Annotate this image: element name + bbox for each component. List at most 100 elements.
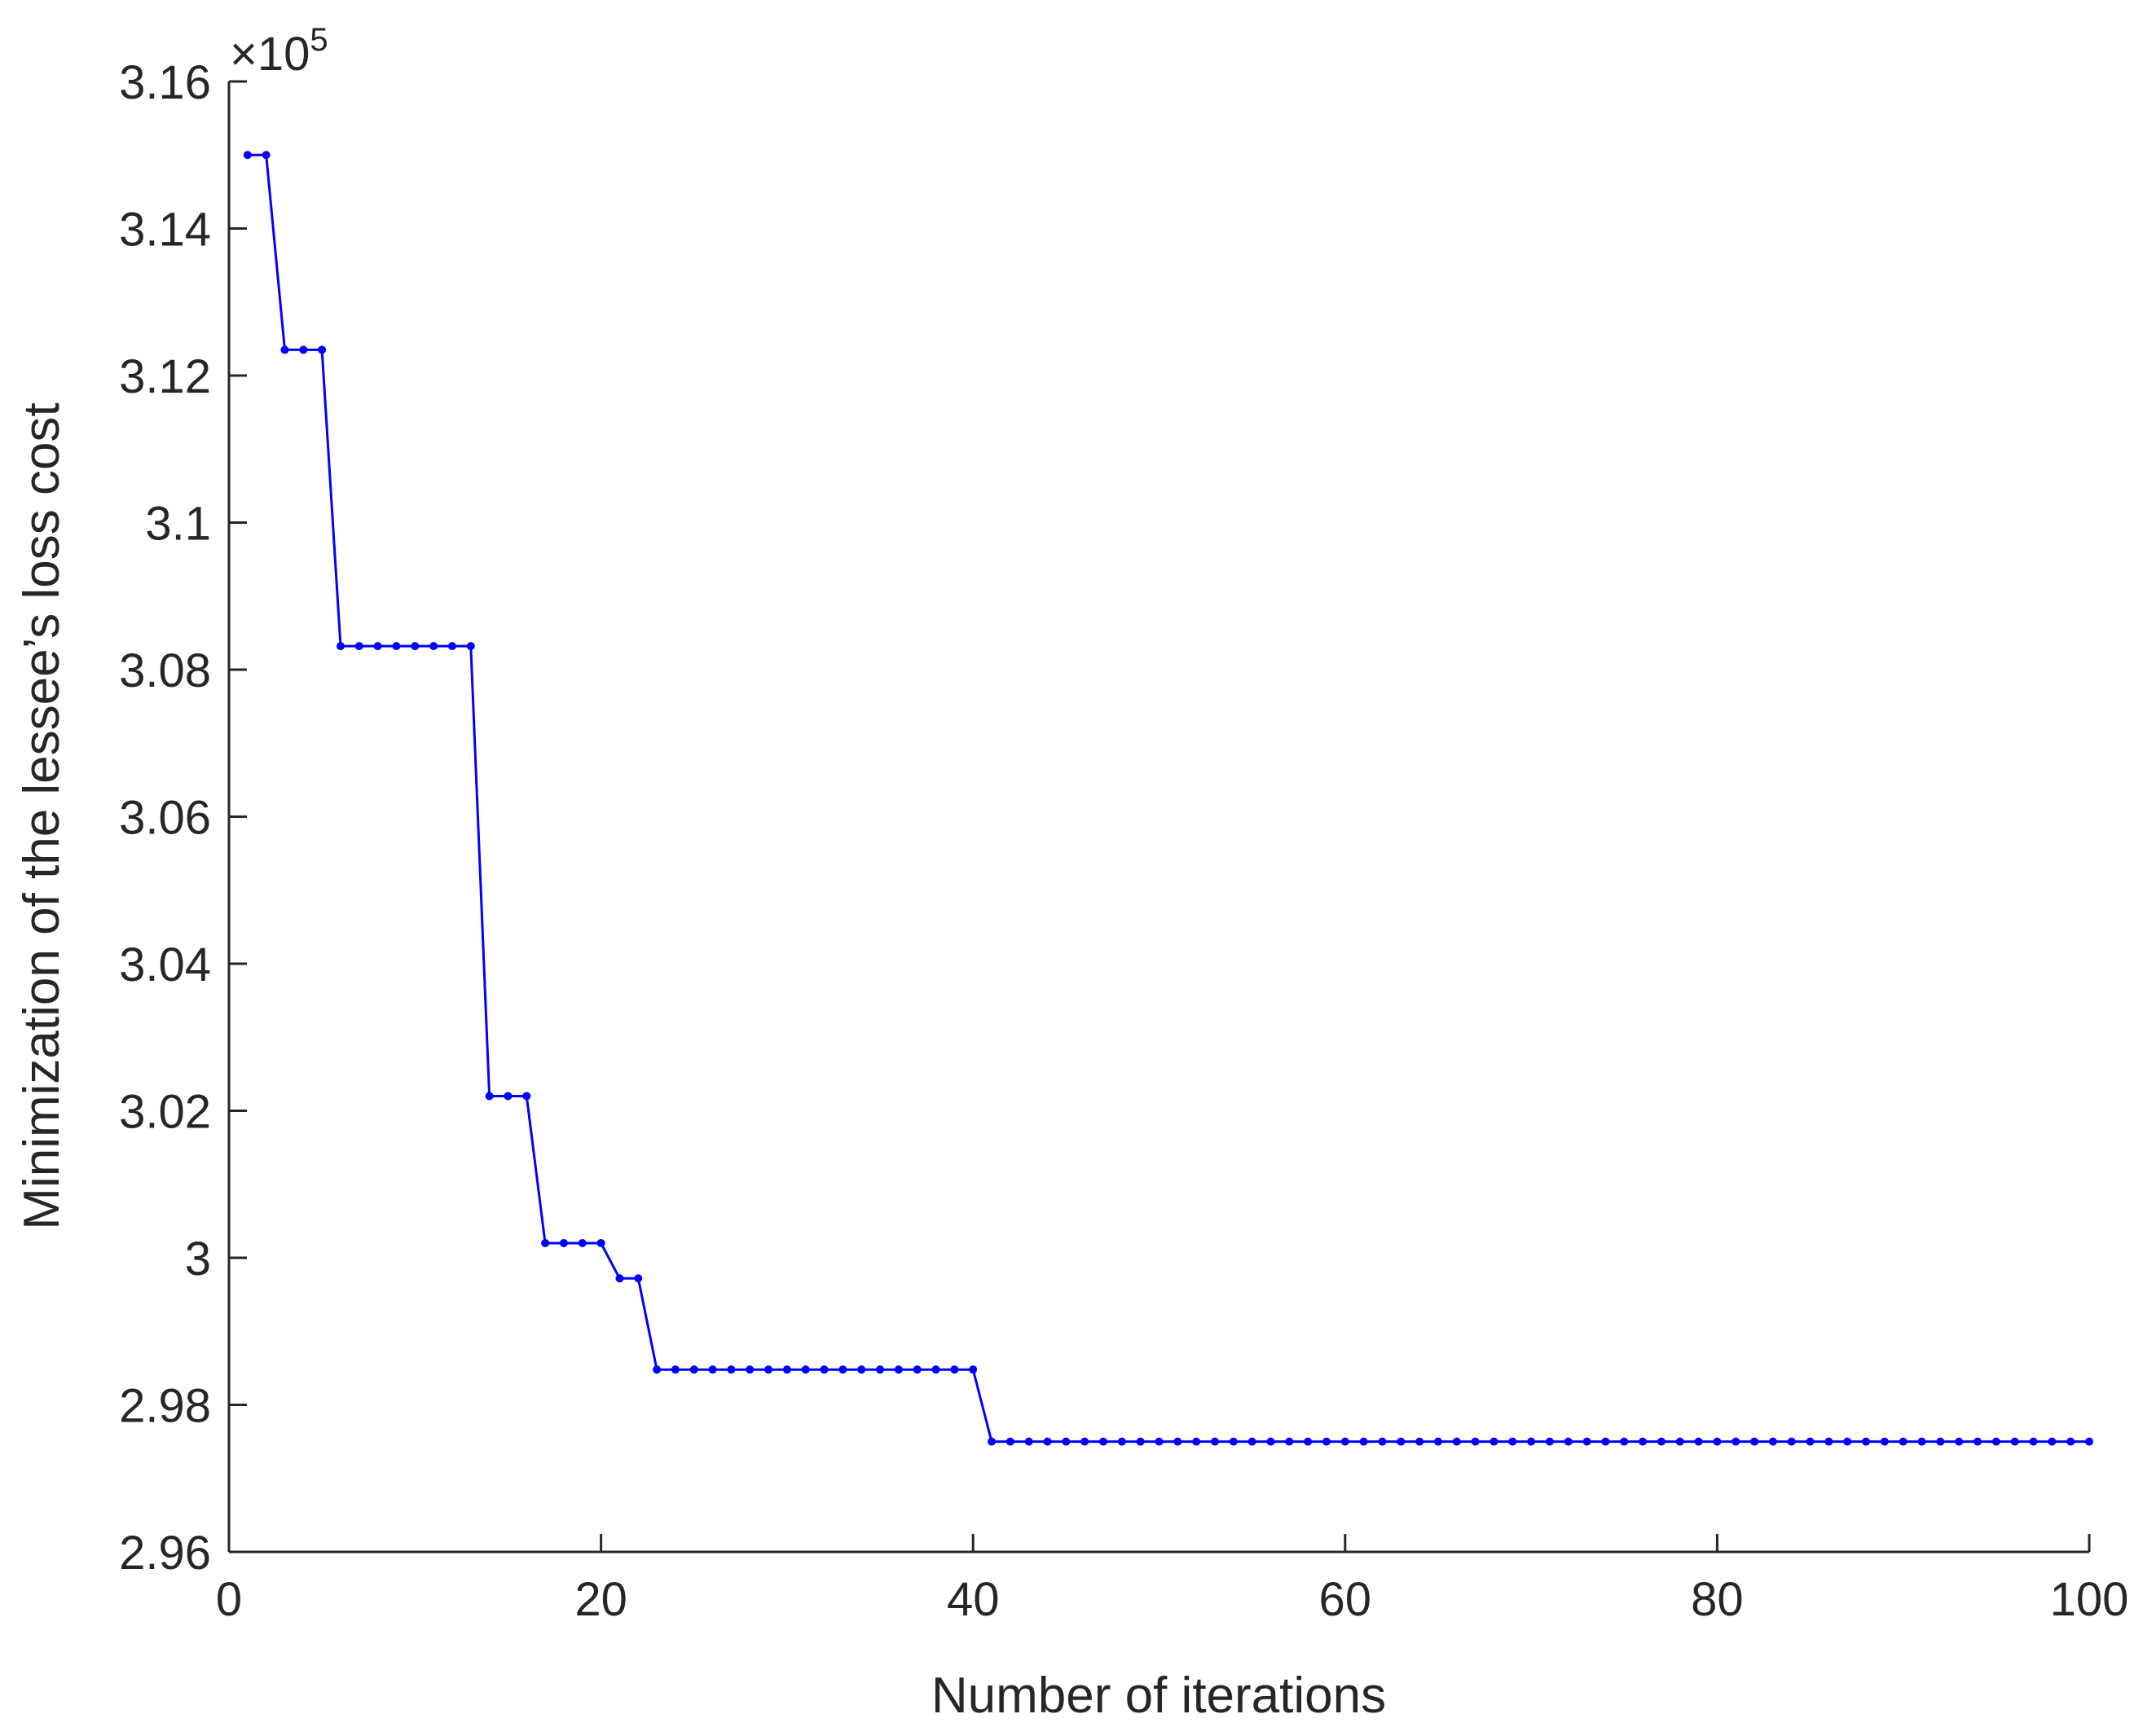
data-point: [1136, 1437, 1145, 1446]
data-point: [1508, 1437, 1517, 1446]
x-tick-label: 60: [1319, 1573, 1372, 1626]
data-point: [801, 1365, 810, 1374]
data-point: [299, 345, 308, 354]
data-point: [634, 1274, 643, 1283]
data-point: [2066, 1437, 2075, 1446]
data-point: [1285, 1437, 1294, 1446]
data-point: [485, 1092, 494, 1101]
data-point: [1936, 1437, 1945, 1446]
data-point: [615, 1274, 624, 1283]
data-point: [1155, 1437, 1164, 1446]
y-exponent-base: ×10: [230, 28, 310, 81]
data-point: [2085, 1437, 2093, 1446]
data-point: [373, 642, 382, 651]
data-point: [876, 1365, 885, 1374]
data-point: [1527, 1437, 1536, 1446]
data-point: [1024, 1437, 1033, 1446]
data-point: [1955, 1437, 1964, 1446]
data-point: [578, 1238, 587, 1247]
data-point: [1639, 1437, 1648, 1446]
data-point: [1397, 1437, 1406, 1446]
y-tick-label: 2.96: [119, 1527, 211, 1580]
data-point: [336, 642, 345, 651]
y-tick-label: 3.14: [119, 204, 211, 257]
data-point: [1433, 1437, 1442, 1446]
data-point: [1564, 1437, 1573, 1446]
data-point: [1340, 1437, 1349, 1446]
y-tick-label: 3.08: [119, 644, 211, 697]
data-point: [1991, 1437, 2000, 1446]
data-point: [764, 1365, 773, 1374]
data-point: [1080, 1437, 1089, 1446]
data-point: [596, 1238, 605, 1247]
x-tick-label: 80: [1691, 1573, 1744, 1626]
data-point: [1713, 1437, 1722, 1446]
data-point: [1266, 1437, 1275, 1446]
data-point: [1173, 1437, 1182, 1446]
data-point: [1545, 1437, 1554, 1446]
data-point: [504, 1092, 513, 1101]
data-point: [1452, 1437, 1461, 1446]
data-point: [392, 642, 401, 651]
data-point: [950, 1365, 959, 1374]
y-axis-title: Minimization of the lessee’s loss cost: [14, 402, 70, 1229]
data-point: [1880, 1437, 1889, 1446]
data-point: [1675, 1437, 1684, 1446]
data-point: [1843, 1437, 1852, 1446]
x-tick-label: 0: [216, 1573, 242, 1626]
data-point: [1005, 1437, 1014, 1446]
data-point: [969, 1365, 978, 1374]
series-line: [247, 153, 2089, 1444]
data-point: [2048, 1437, 2057, 1446]
data-point: [1062, 1437, 1071, 1446]
data-point: [988, 1437, 997, 1446]
data-point: [354, 642, 363, 651]
data-point: [1862, 1437, 1871, 1446]
data-point: [2029, 1437, 2038, 1446]
data-point: [857, 1365, 866, 1374]
data-point: [782, 1365, 791, 1374]
data-point: [746, 1365, 755, 1374]
data-point: [1582, 1437, 1591, 1446]
y-tick-label: 3.16: [119, 56, 211, 109]
data-point: [1694, 1437, 1703, 1446]
x-tick-label: 20: [574, 1573, 627, 1626]
data-point: [671, 1365, 680, 1374]
x-axis-title: Number of iterations: [931, 1668, 1386, 1724]
data-point: [820, 1365, 829, 1374]
data-point: [429, 642, 438, 651]
data-point: [1899, 1437, 1908, 1446]
y-tick-label: 3.1: [145, 498, 211, 551]
data-point: [1378, 1437, 1387, 1446]
data-point: [1322, 1437, 1331, 1446]
data-point: [280, 345, 289, 354]
data-point: [541, 1238, 550, 1247]
data-point: [931, 1365, 940, 1374]
data-point: [727, 1365, 736, 1374]
data-point: [913, 1365, 922, 1374]
data-point: [1043, 1437, 1052, 1446]
data-point: [1750, 1437, 1759, 1446]
y-tick-label: 3: [185, 1233, 211, 1286]
data-point: [243, 151, 252, 160]
plot-area: [243, 151, 2093, 1446]
y-tick-label: 3.12: [119, 350, 211, 403]
data-point: [411, 642, 420, 651]
data-point: [318, 345, 327, 354]
x-tick-label: 100: [2050, 1573, 2129, 1626]
data-point: [1601, 1437, 1610, 1446]
data-point: [1974, 1437, 1982, 1446]
y-exponent-power: 5: [310, 22, 328, 58]
data-point: [689, 1365, 698, 1374]
data-point: [1620, 1437, 1629, 1446]
data-point: [1248, 1437, 1256, 1446]
data-point: [1304, 1437, 1313, 1446]
data-point: [1099, 1437, 1108, 1446]
data-point: [1117, 1437, 1126, 1446]
data-point: [559, 1238, 568, 1247]
axis-labels: Number of iterations Minimization of the…: [14, 22, 1386, 1724]
axes: 0 20 40 60 80 100 2.96 2.98 3 3.02 3.04 3.06 3.08 3.1…: [119, 56, 2128, 1626]
data-point: [1806, 1437, 1815, 1446]
data-point: [1917, 1437, 1926, 1446]
data-point: [838, 1365, 847, 1374]
